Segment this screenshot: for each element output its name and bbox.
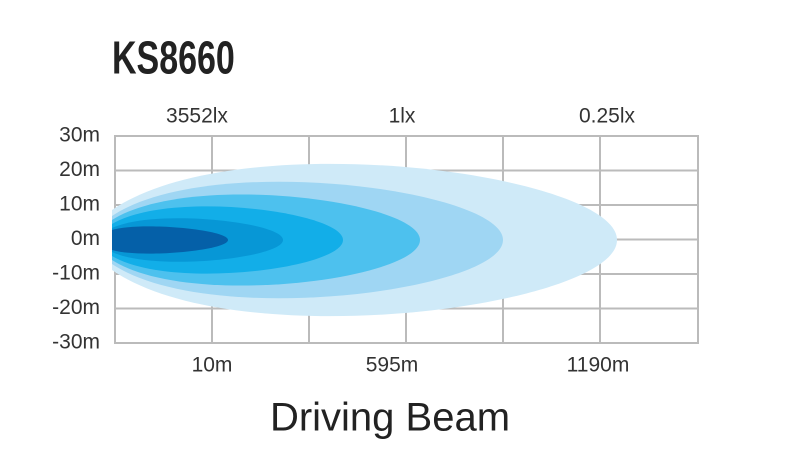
bottom-label: 1190m xyxy=(567,354,630,377)
y-label: 0m xyxy=(71,227,100,250)
y-label: -20m xyxy=(52,296,100,319)
y-label: -30m xyxy=(52,331,100,354)
title: KS8660 xyxy=(112,32,235,84)
caption: Driving Beam xyxy=(270,396,510,440)
top-label: 0.25lx xyxy=(579,105,636,128)
y-label: -10m xyxy=(52,262,100,285)
beam-zone xyxy=(112,226,228,254)
labels: 30m 20m 10m 0m -10m -20m -30m 3552lx 1lx 0.25lx 10… xyxy=(52,105,635,377)
bottom-label: 10m xyxy=(192,354,233,377)
top-label: 1lx xyxy=(389,105,416,128)
bottom-label: 595m xyxy=(366,354,419,377)
top-label: 3552lx xyxy=(166,105,228,128)
y-label: 20m xyxy=(59,158,100,181)
y-label: 30m xyxy=(59,124,100,147)
beam-pattern xyxy=(112,163,617,317)
y-label: 10m xyxy=(59,193,100,216)
